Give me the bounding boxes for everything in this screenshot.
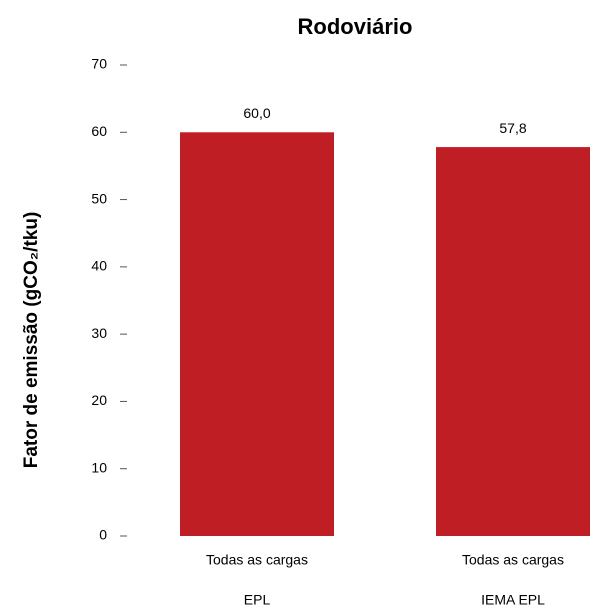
y-tick-label: 60 xyxy=(91,123,107,139)
y-tick-label: 10 xyxy=(91,459,107,475)
y-tick-label: 30 xyxy=(91,325,107,341)
x-group-label: IEMA EPL xyxy=(481,592,545,608)
y-tick-label: 70 xyxy=(91,56,107,72)
y-tick-label: 20 xyxy=(91,392,107,408)
bar xyxy=(436,147,590,537)
x-tick-label: Todas as cargas xyxy=(462,552,564,568)
y-tick-label: 0 xyxy=(99,527,107,543)
value-label: 60,0 xyxy=(243,105,270,121)
bar xyxy=(180,132,334,537)
x-tick-label: Todas as cargas xyxy=(206,552,308,568)
x-group-label: EPL xyxy=(244,592,271,608)
value-label: 57,8 xyxy=(499,120,526,136)
y-tick-label: 50 xyxy=(91,190,107,206)
chart-title: Rodoviário xyxy=(298,14,413,39)
y-tick-label: 40 xyxy=(91,258,107,274)
y-axis-label: Fator de emissão (gCO₂/tku) xyxy=(21,212,42,469)
